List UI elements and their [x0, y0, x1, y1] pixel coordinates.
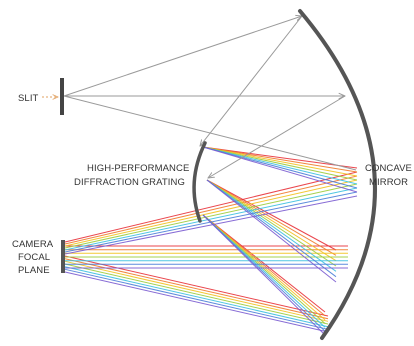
camera-label-line2: FOCAL: [18, 252, 50, 263]
spectrum-ray-grating-to-mirror-upper: [202, 146, 358, 169]
spectrum-ray-mirror-to-camera-a: [64, 187, 358, 251]
concave-mirror: [298, 9, 377, 340]
spectrum-ray-grating-to-mirror-lower: [206, 179, 337, 262]
camera-label-line1: CAMERA: [12, 239, 54, 250]
ray-mirror-top-to-grating: [200, 15, 303, 146]
spectrum-ray-grating-to-mirror-upper: [202, 146, 358, 189]
spectrum-ray-mirror-to-camera-a: [64, 191, 358, 253]
spectrum-ray-grating-to-mirror-upper: [202, 146, 358, 181]
spectrum-ray-mirror-to-camera-c: [64, 255, 329, 317]
spectrum-ray-grating-to-mirror-lower: [206, 179, 337, 256]
grating-label-line1: HIGH-PERFORMANCE: [87, 163, 189, 174]
spectrum-ray-grating-to-mirror-upper: [202, 146, 358, 173]
spectrum-ray-grating-to-mirror-lower: [206, 179, 337, 251]
spectrum-ray-grating-to-mirror-lower: [206, 179, 337, 283]
spectrum-rays: [64, 146, 358, 336]
spectrum-ray-mirror-to-camera-a: [64, 183, 358, 249]
slit: [60, 78, 64, 115]
spectrum-ray-mirror-to-camera-c: [64, 263, 329, 325]
camera-label-line3: PLANE: [18, 265, 50, 276]
spectrum-ray-grating-to-mirror-lower: [206, 179, 337, 267]
spectrum-ray-grating-to-mirror-upper: [202, 146, 358, 177]
spectrum-ray-grating-to-mirror-upper: [202, 146, 358, 193]
input-rays: [63, 15, 357, 178]
spectrum-ray-mirror-to-camera-a: [64, 171, 358, 243]
spectrum-ray-mirror-to-camera-a: [64, 195, 358, 255]
spectrum-ray-grating-to-mirror-lower: [206, 179, 337, 272]
spectrum-ray-mirror-to-camera-c: [64, 266, 329, 328]
spectrum-ray-grating-to-mirror-upper: [202, 146, 358, 185]
spectrum-ray-mirror-to-camera-c: [64, 258, 329, 320]
mirror-label-line2: MIRROR: [369, 177, 408, 188]
slit-label: SLIT: [18, 93, 39, 104]
mirror-label-line1: CONCAVE: [365, 163, 412, 174]
spectrum-ray-mirror-to-camera-a: [64, 175, 358, 245]
diffraction-grating: [192, 141, 207, 223]
spectrum-ray-mirror-to-camera-c: [64, 271, 329, 333]
ray-slit-to-mirror-top: [63, 16, 302, 97]
ray-mirror-mid-to-grating: [208, 95, 346, 178]
spectrum-ray-mirror-to-camera-c: [64, 260, 329, 322]
spectrum-ray-grating-to-mirror-bottom: [202, 214, 326, 336]
camera-focal-plane: [61, 240, 65, 273]
spectrum-ray-mirror-to-camera-c: [64, 268, 329, 330]
spectrum-ray-mirror-to-camera-a: [64, 179, 358, 247]
grating-label-line2: DIFFRACTION GRATING: [74, 177, 185, 188]
spectrum-ray-grating-to-mirror-lower: [206, 179, 337, 278]
